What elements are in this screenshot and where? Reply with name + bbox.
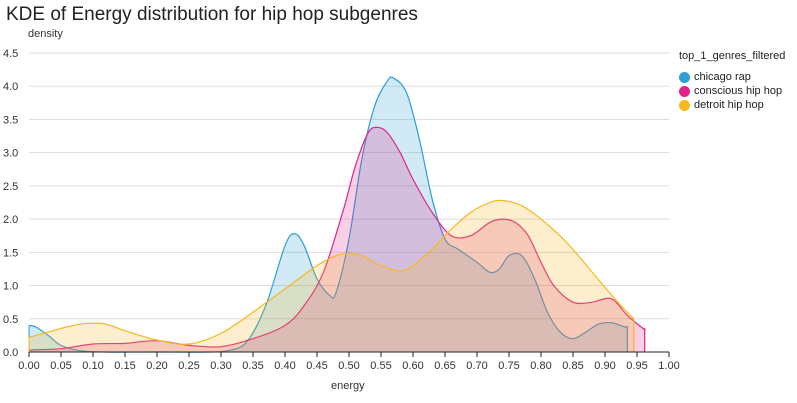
svg-text:0.65: 0.65 <box>434 360 455 372</box>
y-axis-label: density <box>28 28 63 40</box>
svg-text:0.35: 0.35 <box>242 360 263 372</box>
svg-text:0.5: 0.5 <box>3 314 18 326</box>
legend-dot-icon <box>679 85 690 97</box>
svg-text:0.60: 0.60 <box>402 360 423 372</box>
svg-text:1.00: 1.00 <box>658 360 679 372</box>
svg-text:0.00: 0.00 <box>18 360 39 372</box>
legend-dot-icon <box>679 99 690 111</box>
svg-text:0.55: 0.55 <box>370 360 391 372</box>
svg-text:4.5: 4.5 <box>3 48 18 60</box>
svg-text:0.95: 0.95 <box>626 360 647 372</box>
svg-text:3.0: 3.0 <box>3 148 18 160</box>
legend-label: conscious hip hop <box>694 85 783 97</box>
svg-text:0.85: 0.85 <box>562 360 583 372</box>
svg-text:1.0: 1.0 <box>3 281 18 293</box>
svg-text:0.45: 0.45 <box>306 360 327 372</box>
svg-text:0.80: 0.80 <box>530 360 551 372</box>
x-axis-label: energy <box>331 380 365 392</box>
svg-text:0.15: 0.15 <box>114 360 135 372</box>
svg-text:2.0: 2.0 <box>3 214 18 226</box>
legend-item-conscious-hip-hop[interactable]: conscious hip hop <box>679 84 785 98</box>
chart-title: KDE of Energy distribution for hip hop s… <box>6 4 418 25</box>
legend-label: chicago rap <box>694 71 751 83</box>
svg-text:0.10: 0.10 <box>82 360 103 372</box>
svg-text:0.70: 0.70 <box>466 360 487 372</box>
legend: top_1_genres_filtered chicago rap consci… <box>679 50 785 112</box>
svg-text:0.0: 0.0 <box>3 347 18 359</box>
svg-text:0.50: 0.50 <box>338 360 359 372</box>
legend-label: detroit hip hop <box>694 99 764 111</box>
svg-text:4.0: 4.0 <box>3 81 18 93</box>
svg-text:0.25: 0.25 <box>178 360 199 372</box>
svg-text:3.5: 3.5 <box>3 114 18 126</box>
legend-dot-icon <box>679 71 690 83</box>
svg-text:2.5: 2.5 <box>3 181 18 193</box>
legend-item-detroit-hip-hop[interactable]: detroit hip hop <box>679 98 785 112</box>
svg-text:0.05: 0.05 <box>50 360 71 372</box>
legend-item-chicago-rap[interactable]: chicago rap <box>679 70 785 84</box>
svg-text:0.75: 0.75 <box>498 360 519 372</box>
svg-text:0.90: 0.90 <box>594 360 615 372</box>
svg-text:0.20: 0.20 <box>146 360 167 372</box>
svg-text:0.40: 0.40 <box>274 360 295 372</box>
svg-text:1.5: 1.5 <box>3 247 18 259</box>
svg-text:0.30: 0.30 <box>210 360 231 372</box>
legend-title: top_1_genres_filtered <box>679 50 786 62</box>
